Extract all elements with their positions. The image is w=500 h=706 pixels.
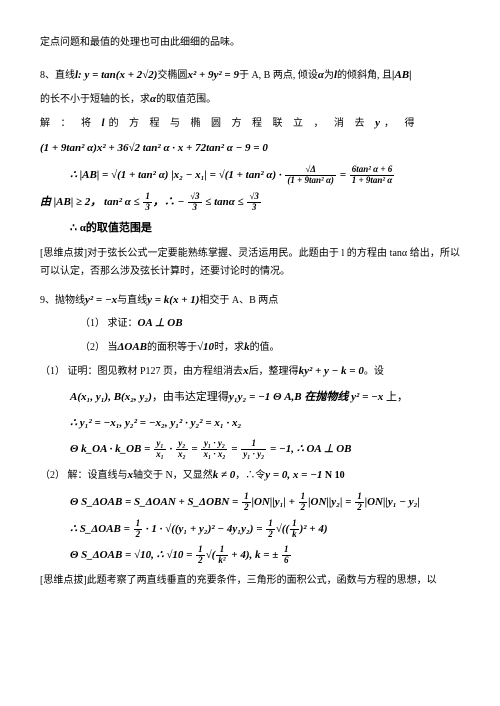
- alpha-conclusion: ∴ α的取值范围是: [70, 219, 460, 239]
- proof-line-3: ∴ y₁² = −x₁, y₂² = −x₂, y₁² · y₂² = x₁ ·…: [70, 414, 460, 434]
- problem-8: 8、直线l: y = tan(x + 2√2)交椭圆x² + 9y² = 9于 …: [40, 66, 460, 86]
- area-eq-3: Θ S_ΔOAB = √10, ∴ √10 = 12√(1k² + 4), k …: [70, 545, 460, 566]
- problem-8-line2: 的长不小于短轴的长，求α的取值范围。: [40, 90, 460, 110]
- area-eq-1: Θ S_ΔOAB = S_ΔOAN + S_ΔOBN = 12|ON||y₁| …: [70, 492, 460, 513]
- area-eq-2: ∴ S_ΔOAB = 12 · 1 · √((y₁ + y₂)² − 4y₁y₂…: [70, 519, 460, 540]
- comment-8: [思维点拔]对于弦长公式一定要能熟练掌握、灵活运用民。此题由于 l 的方程由 t…: [40, 245, 460, 281]
- eq-ab-length: ∴ |AB| = √(1 + tan² α) |x₂ − x₁| = √(1 +…: [70, 165, 460, 186]
- intro-line: 定点问题和最值的处理也可由此细细的品味。: [40, 34, 460, 52]
- proof-line-2: A(x₁, y₁), B(x₂, y₂)，由韦达定理得y₁y₂ = −1 Θ A…: [70, 388, 460, 408]
- comment-9: [思维点拔]此题考察了两直线垂直的充要条件，三角形的面积公式，函数与方程的思想，…: [40, 572, 460, 590]
- proof-2: （2） 解：设直线与x轴交于 N，又显然k ≠ 0，∴令y = 0, x = −…: [40, 466, 460, 486]
- proof-line-4: Θ k_OA · k_OB = y₁x₁ · y₂x₂ = y₁ · y₂x₁ …: [70, 439, 460, 460]
- eq-quadratic: (1 + 9tan² α)x² + 36√2 tan² α · x + 72ta…: [40, 139, 460, 159]
- proof-1: （1） 证明：图见教材 P127 页，由方程组消去x后，整理得ky² + y −…: [40, 362, 460, 382]
- eq-tan-range: 由 |AB| ≥ 2， tan² α ≤ 13，∴ − √33 ≤ tanα ≤…: [40, 192, 460, 213]
- solve-line: 解 ： 将 l的 方 程 与 椭 圆 方 程 联 立 ， 消 去 y， 得: [40, 114, 460, 134]
- problem-9: 9、抛物线y² = −x与直线y = k(x + 1)相交于 A、B 两点: [40, 291, 460, 311]
- item-2: （2） 当ΔOAB的面积等于√10时，求k的值。: [80, 338, 460, 358]
- item-1: （1） 求证：OA ⊥ OB: [80, 314, 460, 334]
